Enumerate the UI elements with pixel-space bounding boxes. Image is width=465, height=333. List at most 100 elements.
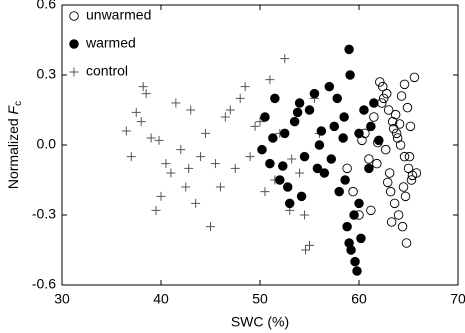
plus-marker — [265, 75, 275, 85]
open-point — [366, 205, 376, 216]
filled-point — [284, 198, 295, 209]
open-point — [372, 158, 382, 169]
filled-point — [289, 116, 300, 127]
open-point — [385, 186, 396, 197]
open-point — [387, 116, 398, 127]
open-point — [378, 81, 388, 92]
plus-marker — [255, 117, 265, 127]
y-tick-label: 0.3 — [37, 66, 57, 82]
filled-point — [334, 186, 344, 197]
plus-marker — [240, 82, 250, 92]
plus-marker — [146, 133, 156, 143]
filled-point — [349, 210, 359, 220]
open-point — [396, 91, 407, 101]
filled-point — [270, 93, 280, 104]
filled-point — [350, 256, 360, 267]
open-point — [354, 210, 364, 220]
filled-point — [304, 105, 315, 115]
filled-point — [338, 133, 348, 143]
y-tick-label: 0.6 — [37, 0, 57, 12]
plus-marker — [184, 163, 194, 173]
open-point — [377, 98, 387, 108]
plus-marker — [287, 154, 297, 164]
filled-point — [332, 93, 342, 104]
open-point — [364, 154, 374, 164]
open-point — [379, 93, 389, 104]
open-point — [401, 238, 412, 248]
plus-marker — [138, 82, 148, 92]
plus-marker — [280, 54, 290, 64]
plus-marker — [225, 105, 235, 115]
open-point — [393, 210, 404, 220]
filled-point — [354, 198, 364, 209]
legend-marker — [69, 67, 79, 77]
open-point — [406, 175, 417, 185]
open-point — [388, 123, 399, 134]
filled-point — [344, 44, 354, 55]
open-point — [398, 182, 409, 192]
plus-marker — [191, 198, 201, 208]
plus-marker — [235, 93, 245, 103]
filled-point — [339, 112, 349, 122]
plus-marker — [186, 105, 196, 115]
filled-point — [356, 233, 366, 244]
filled-point — [326, 154, 337, 164]
open-point — [391, 128, 402, 139]
open-point — [348, 186, 358, 197]
filled-point — [324, 81, 335, 92]
filled-point — [282, 182, 293, 192]
filled-point — [257, 144, 267, 155]
plus-marker — [295, 168, 305, 178]
open-point — [400, 191, 411, 202]
open-point — [381, 88, 392, 99]
legend-label: warmed — [85, 35, 136, 51]
filled-point — [352, 266, 362, 276]
filled-point — [265, 158, 275, 169]
filled-point — [294, 98, 305, 108]
filled-point — [292, 107, 303, 118]
x-tick-label: 70 — [450, 291, 465, 307]
open-point — [384, 168, 395, 178]
open-point — [390, 109, 401, 120]
filled-point — [369, 98, 379, 108]
filled-point — [280, 128, 290, 139]
filled-point — [296, 191, 307, 202]
filled-point — [346, 245, 356, 255]
filled-point — [345, 70, 355, 80]
y-axis-label-subscript: c — [13, 101, 24, 106]
plus-marker — [171, 98, 181, 108]
plus-marker — [181, 182, 191, 192]
plus-marker — [305, 240, 314, 250]
open-point — [342, 163, 352, 174]
filled-point — [316, 126, 327, 136]
open-point — [373, 137, 383, 148]
filled-point — [312, 163, 323, 174]
filled-point — [342, 221, 352, 232]
y-axis-label-text: Normalized — [5, 114, 21, 189]
open-point — [369, 112, 379, 122]
plus-marker — [220, 112, 230, 122]
plus-marker — [126, 152, 136, 162]
x-tick-label: 40 — [153, 291, 169, 307]
filled-point — [364, 163, 374, 174]
open-point — [389, 198, 400, 209]
plus-marker — [230, 163, 240, 173]
open-point — [397, 221, 408, 232]
open-point — [402, 102, 413, 113]
y-tick-label: -0.3 — [32, 206, 56, 222]
x-tick-label: 30 — [54, 291, 70, 307]
plus-marker — [201, 128, 211, 138]
open-point — [404, 151, 415, 162]
legend-label: control — [86, 63, 128, 79]
open-point — [403, 163, 414, 174]
y-axis-label: Normalized Fc — [5, 101, 24, 189]
filled-point — [319, 168, 330, 178]
filled-point — [275, 175, 285, 185]
open-point — [382, 177, 393, 188]
x-tick-label: 60 — [351, 291, 367, 307]
open-point — [399, 151, 410, 162]
filled-point — [268, 133, 278, 143]
plus-marker — [301, 245, 311, 255]
open-point — [395, 140, 406, 150]
